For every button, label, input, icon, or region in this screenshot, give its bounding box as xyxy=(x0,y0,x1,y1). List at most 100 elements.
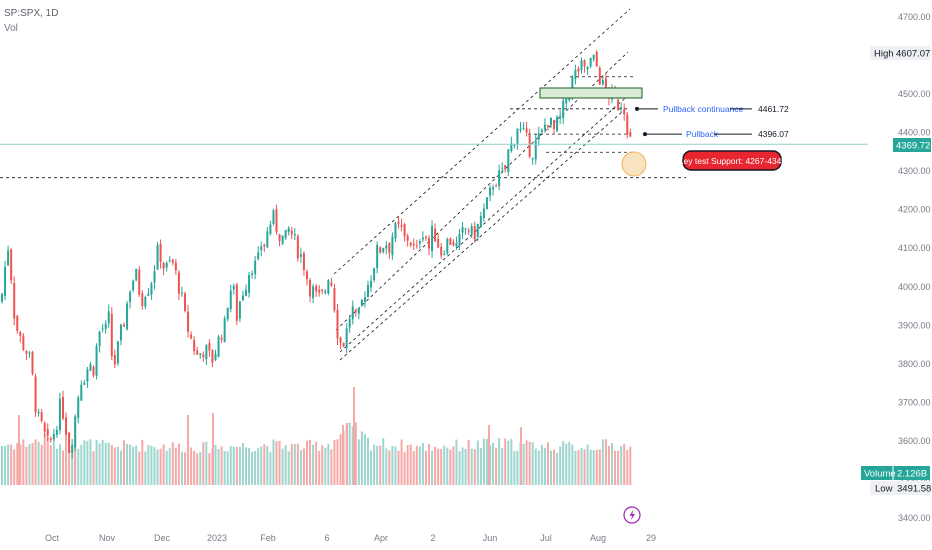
resistance-zone-box[interactable] xyxy=(539,87,643,99)
candle-body xyxy=(507,149,510,173)
symbol-title[interactable]: SP:SPX, 1D xyxy=(4,8,59,19)
candle-body xyxy=(116,341,119,364)
volume-bar xyxy=(373,444,376,485)
volume-bar xyxy=(217,448,220,485)
candle-body xyxy=(452,242,455,246)
annotation-text: Pullback xyxy=(686,129,719,139)
volume-bar xyxy=(37,441,40,485)
volume-bars xyxy=(1,387,632,485)
volume-bar xyxy=(28,444,31,485)
key-support-badge[interactable]: Key test Support: 4267-4349 xyxy=(678,150,786,171)
candle-body xyxy=(13,282,16,319)
candle-body xyxy=(342,342,345,347)
candle-body xyxy=(138,269,141,295)
candle-body xyxy=(394,223,397,239)
volume-bar xyxy=(458,451,461,485)
volume-bar xyxy=(168,448,171,485)
y-tick-label: 4700.00 xyxy=(898,12,931,22)
svg-text:4369.72: 4369.72 xyxy=(896,141,930,152)
annotation-pullback-continuance[interactable]: Pullback continuance 4461.72 xyxy=(635,104,789,114)
volume-bar xyxy=(492,442,495,485)
annotation-level: 4461.72 xyxy=(758,104,789,114)
candle-body xyxy=(595,52,598,67)
volume-bar xyxy=(321,445,324,485)
volume-bar xyxy=(522,443,525,485)
volume-bar xyxy=(284,445,287,485)
candle-body xyxy=(40,412,43,421)
volume-bar xyxy=(443,445,446,485)
candle-body xyxy=(434,228,437,242)
volume-bar xyxy=(409,444,412,485)
time-axis[interactable]: Oct Nov Dec 2023 Feb 6 Apr 2 Jun Jul Aug 29 xyxy=(45,533,656,543)
volume-bar xyxy=(394,446,397,485)
candle-body xyxy=(598,68,601,85)
candle-body xyxy=(80,384,83,401)
volume-bar xyxy=(74,423,76,485)
candle-body xyxy=(4,267,7,297)
support-zone-circle[interactable] xyxy=(621,151,647,177)
volume-bar xyxy=(568,441,571,485)
svg-text:Low: Low xyxy=(875,484,893,495)
annotation-pullback[interactable]: Pullback 4396.07 xyxy=(643,129,789,139)
candle-body xyxy=(208,343,211,351)
volume-bar xyxy=(363,433,366,485)
volume-bar xyxy=(537,450,540,485)
volume-bar xyxy=(550,450,552,485)
volume-bar xyxy=(162,444,165,485)
candle-body xyxy=(467,230,470,232)
volume-bar xyxy=(580,447,583,485)
lightning-icon[interactable] xyxy=(623,506,641,524)
volume-bar xyxy=(318,450,321,485)
volume-bar xyxy=(19,444,22,485)
volume-bar xyxy=(22,439,25,485)
candle-body xyxy=(241,295,244,300)
candle-body xyxy=(553,120,556,129)
candle-body xyxy=(546,125,549,127)
volume-bar xyxy=(16,443,19,485)
volume-bar xyxy=(446,447,449,485)
candle-body xyxy=(339,337,342,343)
volume-bar xyxy=(601,439,604,485)
volume-bar xyxy=(482,438,485,485)
candle-body xyxy=(379,247,382,253)
volume-bar xyxy=(330,449,333,485)
volume-bar xyxy=(467,439,470,485)
volume-bar xyxy=(4,446,7,485)
volume-bar xyxy=(180,451,183,485)
candle-body xyxy=(348,318,351,328)
volume-bar xyxy=(302,448,305,485)
candle-body xyxy=(629,132,632,137)
candle-body xyxy=(382,247,385,253)
candle-body xyxy=(620,107,623,109)
trend-channel-lines xyxy=(333,8,633,361)
candle-body xyxy=(34,376,37,413)
candle-body xyxy=(251,273,254,276)
volume-bar xyxy=(212,413,214,485)
candle-body xyxy=(556,117,559,131)
price-axis[interactable]: 3400.003500.003600.003700.003800.003900.… xyxy=(898,12,931,523)
volume-bar xyxy=(498,438,501,485)
volume-bar xyxy=(306,440,308,485)
candle-body xyxy=(150,283,153,295)
volume-bar xyxy=(346,423,348,485)
channel-line xyxy=(339,91,633,353)
volume-badge: Volume 2.126B xyxy=(861,466,930,480)
candle-body xyxy=(205,344,208,360)
volume-bar xyxy=(604,439,607,485)
volume-bar xyxy=(77,448,80,485)
candle-body xyxy=(1,293,3,302)
candle-body xyxy=(601,79,604,85)
volume-bar xyxy=(104,442,107,485)
volume-bar xyxy=(592,450,595,485)
volume-indicator-label[interactable]: Vol xyxy=(4,23,18,34)
channel-line xyxy=(333,8,631,275)
y-tick-label: 4300.00 xyxy=(898,166,931,176)
candle-body xyxy=(388,242,391,254)
candle-body xyxy=(211,349,214,363)
volume-bar xyxy=(428,443,430,485)
volume-bar xyxy=(10,444,13,485)
volume-bar xyxy=(553,449,556,485)
volume-bar xyxy=(52,434,55,485)
candle-body xyxy=(46,429,49,436)
